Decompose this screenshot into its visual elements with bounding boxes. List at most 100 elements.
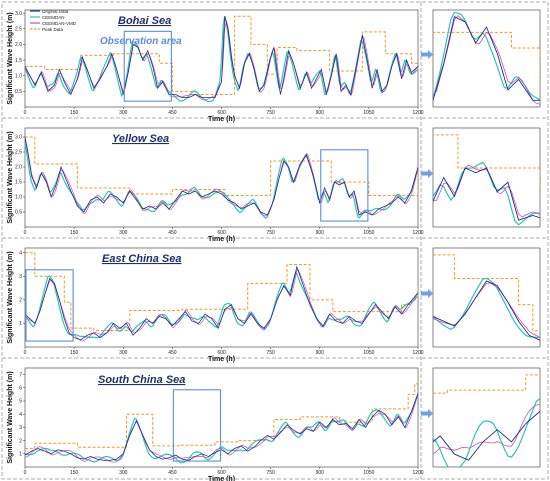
y-tick-label: 1 [19, 321, 22, 327]
x-tick-label: 0 [24, 230, 27, 236]
x-tick-label: 1050 [363, 350, 374, 356]
series-group [25, 15, 418, 103]
chart-panel-3: 0 150 300 450 600 750 900 1050 1200 1 2 3 4 5 6 7 Time (… [7, 367, 541, 481]
x-tick-label: 900 [316, 230, 325, 236]
x-tick-label: 0 [24, 470, 27, 476]
zoom-arrow [421, 409, 433, 418]
series-ceemdan [25, 272, 418, 339]
y-tick-label: 2.0 [15, 42, 22, 48]
y-tick-label: 1.0 [15, 195, 22, 201]
observation-box [25, 269, 74, 342]
series-group [25, 252, 418, 342]
plot-frame [24, 367, 419, 468]
x-axis-title: Time (h) [208, 236, 235, 243]
sea-title: Yellow Sea [112, 133, 169, 145]
x-tick-label: 1200 [412, 350, 423, 356]
y-tick-label: 3 [19, 274, 22, 280]
x-tick-label: 600 [217, 470, 226, 476]
x-tick-label: 600 [217, 230, 226, 236]
series-peak-data [25, 15, 418, 95]
x-axis-title: Time (h) [208, 116, 235, 123]
legend-label-peak: Peak Data [42, 27, 64, 32]
y-axis-title: Significant Wave Height (m) [7, 131, 14, 223]
y-tick-label: 0.5 [15, 210, 22, 216]
series-peak-data [25, 374, 418, 450]
y-tick-label: 4 [19, 412, 22, 418]
x-tick-label: 1050 [363, 230, 374, 236]
plot-frame [24, 127, 419, 228]
x-tick-label: 0 [24, 110, 27, 116]
x-tick-label: 1050 [363, 110, 374, 116]
x-tick-label: 450 [168, 350, 177, 356]
x-tick-label: 450 [168, 470, 177, 476]
y-tick-label: 1 [19, 452, 22, 458]
zoom-series-ceemdan-vmd [433, 164, 540, 218]
y-tick-label: 2.5 [15, 150, 22, 156]
series-original-data [25, 136, 418, 216]
legend-label-ceemdan-vmd: CEEMDAN-VMD [42, 21, 77, 26]
observation-box [320, 149, 369, 222]
legend-label-original: Original Data [42, 9, 69, 14]
series-original-data [25, 392, 418, 461]
zoom-arrow [421, 289, 433, 298]
x-tick-label: 1200 [412, 110, 423, 116]
x-tick-label: 900 [316, 110, 325, 116]
plot-frame [24, 247, 419, 348]
series-peak-data [25, 136, 418, 196]
zoom-series-ceemdan [433, 161, 540, 226]
observation-area-label: Observation area [100, 36, 182, 47]
y-tick-label: 5 [19, 399, 22, 405]
series-group [25, 136, 418, 219]
series-original-data [25, 16, 418, 99]
series-original-data [25, 265, 418, 341]
zoom-frame [432, 9, 541, 108]
x-tick-label: 750 [266, 110, 275, 116]
x-axis-title: Time (h) [208, 476, 235, 481]
zoom-frame [432, 367, 541, 468]
y-tick-label: 2.5 [15, 26, 22, 32]
y-tick-label: 3.0 [15, 135, 22, 141]
x-tick-label: 750 [266, 470, 275, 476]
x-tick-label: 600 [217, 350, 226, 356]
y-tick-label: 2 [19, 438, 22, 444]
y-axis-title: Significant Wave Height (m) [7, 371, 14, 463]
y-tick-label: 1.0 [15, 73, 22, 79]
zoom-arrow [421, 50, 433, 59]
y-tick-label: 0.5 [15, 89, 22, 95]
x-tick-label: 150 [70, 230, 79, 236]
zoom-series-group [433, 134, 540, 226]
y-tick-label: 1.5 [15, 180, 22, 186]
sea-title: East China Sea [102, 253, 181, 265]
zoom-frame [432, 247, 541, 348]
y-tick-label: 4 [19, 250, 22, 256]
y-tick-label: 1.5 [15, 58, 22, 64]
y-axis-title: Significant Wave Height (m) [7, 12, 14, 104]
chart-panel-2: 0 150 300 450 600 750 900 1050 1200 1 2 3 4 Time (h) S… [7, 247, 541, 363]
x-tick-label: 1200 [412, 230, 423, 236]
x-tick-label: 150 [70, 350, 79, 356]
chart-panel-1: 0 150 300 450 600 750 900 1050 1200 0.5 1.0 1.5 2.0 2… [7, 127, 541, 243]
x-tick-label: 150 [70, 110, 79, 116]
series-ceemdan-vmd [25, 139, 418, 217]
series-ceemdan-vmd [25, 394, 418, 463]
x-tick-label: 300 [119, 470, 128, 476]
zoom-series-original-data [433, 167, 540, 221]
x-tick-label: 300 [119, 350, 128, 356]
x-tick-label: 1200 [412, 470, 423, 476]
x-tick-label: 750 [266, 350, 275, 356]
x-tick-label: 1050 [363, 470, 374, 476]
observation-box [172, 389, 222, 462]
x-tick-label: 300 [119, 110, 128, 116]
x-tick-label: 450 [168, 230, 177, 236]
y-tick-label: 6 [19, 386, 22, 392]
x-tick-label: 900 [316, 470, 325, 476]
chart-panel-0: 0 150 300 450 600 750 900 1050 1200 0.5 1.0 1.5 2.0 2… [7, 9, 541, 123]
legend-label-ceemdan: CEEMDAN [42, 15, 65, 20]
x-tick-label: 900 [316, 350, 325, 356]
x-tick-label: 600 [217, 110, 226, 116]
y-tick-label: 3.0 [15, 11, 22, 17]
legend: Original Data CEEMDAN CEEMDAN-VMD Peak D… [30, 9, 77, 32]
